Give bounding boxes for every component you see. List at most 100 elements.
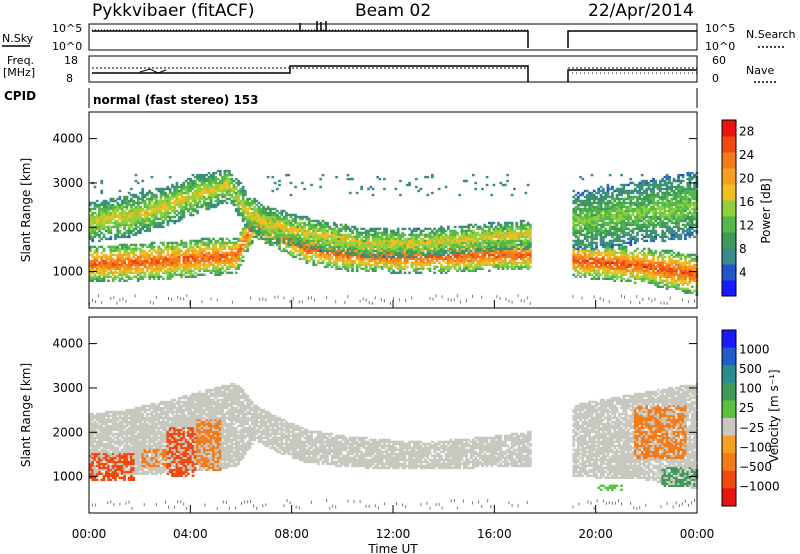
heatmap-cell xyxy=(184,241,188,245)
heatmap-cell xyxy=(344,237,348,241)
heatmap-cell xyxy=(278,243,281,247)
heatmap-cell xyxy=(228,189,231,193)
heatmap-cell xyxy=(244,223,247,227)
heatmap-cell xyxy=(367,239,370,243)
heatmap-cell xyxy=(234,177,238,181)
heatmap-cell xyxy=(321,219,325,223)
heatmap-cell xyxy=(264,233,268,237)
heatmap-cell xyxy=(98,221,101,225)
heatmap-cell xyxy=(333,241,336,245)
heatmap-cell xyxy=(98,227,101,231)
heatmap-cell xyxy=(207,259,211,263)
heatmap-cell xyxy=(152,277,156,280)
heatmap-cell xyxy=(95,269,99,272)
heatmap-cell xyxy=(191,191,195,195)
heatmap-cell xyxy=(139,261,142,265)
heatmap-cell xyxy=(312,259,316,263)
heatmap-cell xyxy=(207,247,211,251)
heatmap-cell xyxy=(162,215,165,219)
heatmap-cell xyxy=(314,219,318,223)
heatmap-cell xyxy=(431,249,434,253)
heatmap-cell xyxy=(136,255,140,259)
heatmap-cell xyxy=(162,225,165,229)
heatmap-cell xyxy=(221,183,224,187)
heatmap-cell xyxy=(150,269,154,272)
heatmap-cell xyxy=(351,235,354,239)
heatmap-cell xyxy=(116,215,120,219)
heatmap-cell xyxy=(100,201,104,205)
heatmap-cell xyxy=(209,183,213,187)
heatmap-cell xyxy=(335,229,338,233)
heatmap-cell xyxy=(230,189,234,193)
radar-title: Pykkvibaer (fitACF) xyxy=(92,1,254,21)
heatmap-cell xyxy=(289,215,293,219)
heatmap-cell xyxy=(337,265,341,269)
heatmap-cell xyxy=(241,239,245,243)
heatmap-cell xyxy=(120,201,124,205)
heatmap-cell xyxy=(116,257,120,261)
heatmap-cell xyxy=(187,195,190,199)
heatmap-cell xyxy=(136,195,140,199)
heatmap-cell xyxy=(111,199,115,203)
heatmap-cell xyxy=(237,237,240,241)
heatmap-cell xyxy=(100,219,104,223)
heatmap-cell xyxy=(89,213,92,217)
heatmap-cell xyxy=(456,249,459,253)
heatmap-cell xyxy=(162,207,165,211)
heatmap-cell xyxy=(294,215,297,219)
heatmap-cell xyxy=(123,235,126,239)
heatmap-cell xyxy=(408,237,411,241)
heatmap-cell xyxy=(303,233,306,237)
heatmap-cell xyxy=(100,265,104,269)
heatmap-cell xyxy=(339,237,343,241)
heatmap-cell xyxy=(182,183,186,187)
heatmap-cell xyxy=(155,217,158,221)
heatmap-cell xyxy=(152,195,156,199)
heatmap-cell xyxy=(150,263,154,267)
heatmap-cell xyxy=(312,253,316,257)
heatmap-cell xyxy=(148,243,151,247)
heatmap-cell xyxy=(157,257,161,261)
heatmap-cell xyxy=(143,243,147,247)
heatmap-cell xyxy=(175,213,179,217)
heatmap-cell xyxy=(130,203,133,207)
heatmap-cell xyxy=(114,263,117,267)
heatmap-cell xyxy=(120,205,124,209)
heatmap-cell xyxy=(250,221,254,225)
heatmap-cell xyxy=(355,233,359,237)
heatmap-cell xyxy=(109,199,113,203)
heatmap-cell xyxy=(465,179,468,183)
heatmap-cell xyxy=(358,241,361,245)
heatmap-cell xyxy=(344,263,348,267)
heatmap-cell xyxy=(100,179,104,183)
heatmap-cell xyxy=(109,257,113,261)
heatmap-cell xyxy=(168,215,172,219)
heatmap-cell xyxy=(127,227,131,231)
heatmap-cell xyxy=(369,243,373,247)
heatmap-cell xyxy=(109,247,113,251)
heatmap-cell xyxy=(157,203,161,207)
heatmap-cell xyxy=(228,181,231,185)
heatmap-cell xyxy=(355,235,359,239)
heatmap-cell xyxy=(529,223,532,227)
heatmap-cell xyxy=(177,191,181,195)
heatmap-cell xyxy=(100,245,104,249)
heatmap-cell xyxy=(132,213,135,217)
heatmap-cell xyxy=(146,227,149,231)
heatmap-cell xyxy=(348,257,352,261)
heatmap-cell xyxy=(214,171,218,175)
heatmap-cell xyxy=(98,229,101,233)
heatmap-cell xyxy=(278,225,281,229)
heatmap-cell xyxy=(155,269,158,272)
heatmap-cell xyxy=(364,247,368,251)
heatmap-cell xyxy=(118,189,122,193)
heatmap-cell xyxy=(118,271,122,274)
heatmap-cell xyxy=(234,193,238,197)
heatmap-cell xyxy=(127,265,131,269)
heatmap-cell xyxy=(198,241,202,245)
heatmap-cell xyxy=(155,267,158,270)
heatmap-cell xyxy=(244,249,247,253)
heatmap-cell xyxy=(271,189,275,193)
heatmap-cell xyxy=(219,179,222,183)
heatmap-cell xyxy=(262,217,265,221)
